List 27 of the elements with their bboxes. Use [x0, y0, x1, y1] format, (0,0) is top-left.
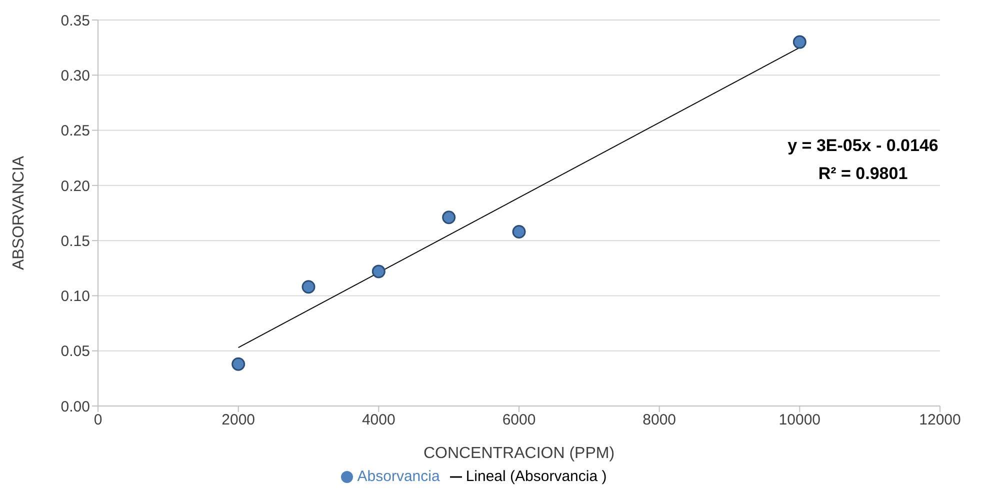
y-tick-label: 0.00: [60, 398, 90, 416]
x-tick-label: 8000: [642, 412, 676, 429]
point: [792, 35, 806, 49]
x-tick-label: 10000: [778, 412, 821, 429]
legend-label: Absorvancia: [357, 468, 440, 485]
x-tick-label: 4000: [362, 412, 396, 429]
y-tick-label: 0.15: [60, 232, 90, 250]
point: [372, 264, 386, 278]
point: [302, 280, 316, 294]
x-tick-label: 2000: [222, 412, 256, 429]
x-tick-label: 12000: [919, 412, 961, 429]
y-tick-label: 0.30: [60, 67, 90, 84]
x-tick-label: 0: [94, 412, 102, 429]
point: [232, 357, 246, 371]
y-axis-title: ABSORVANCIA: [10, 156, 28, 270]
point: [442, 210, 456, 224]
y-tick-label: 0.10: [60, 288, 90, 306]
y-tick-label: 0.25: [60, 122, 90, 140]
y-tick-label: 0.05: [60, 343, 90, 360]
legend-label: Lineal (Absorvancia ): [466, 468, 607, 485]
y-tick-label: 0.35: [60, 12, 90, 30]
annotation: R² = 0.9801: [817, 163, 909, 185]
annotation: y = 3E-05x - 0.0146: [786, 135, 940, 157]
y-tick-label: 0.20: [60, 178, 90, 195]
point: [512, 225, 526, 238]
x-axis-title: CONCENTRACION (PPM): [423, 445, 615, 462]
x-tick-label: 6000: [502, 412, 536, 429]
